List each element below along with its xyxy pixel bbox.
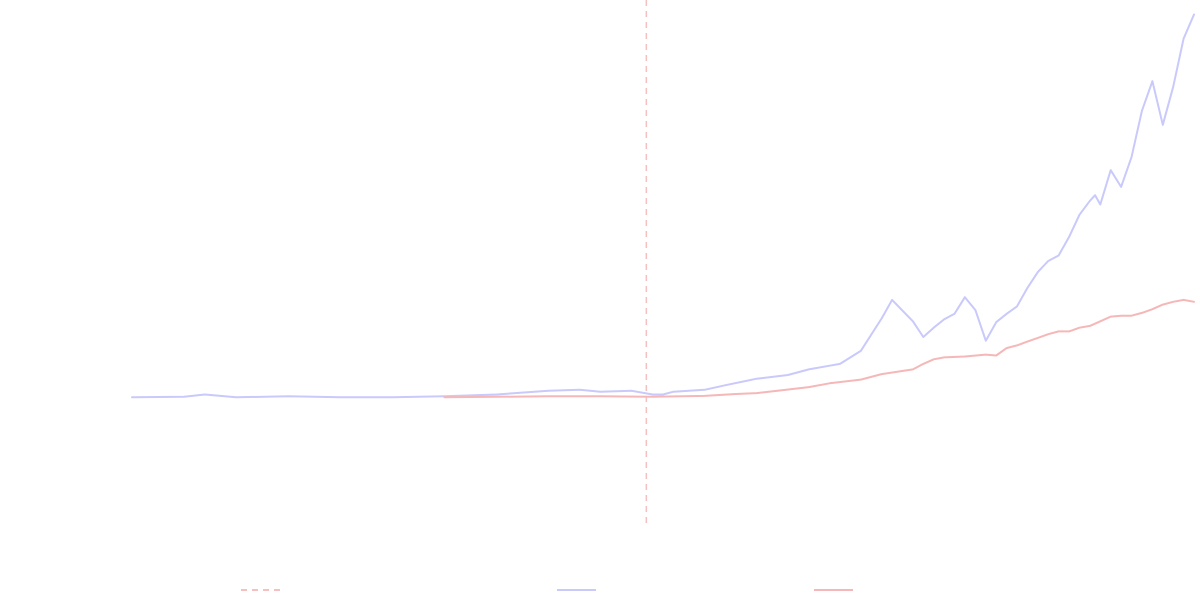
plot-area xyxy=(131,0,1195,527)
series-line-blue xyxy=(131,13,1195,399)
series-line-red xyxy=(443,298,1195,399)
